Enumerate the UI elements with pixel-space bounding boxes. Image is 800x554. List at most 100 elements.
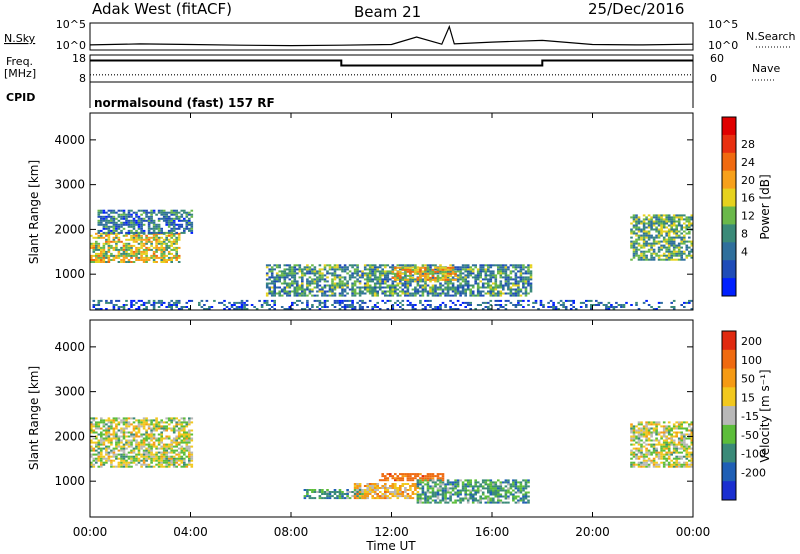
power-echo-cell: [562, 301, 565, 304]
power-echo-cell: [160, 242, 163, 245]
power-echo-cell: [384, 264, 387, 267]
velocity-echo-cell: [459, 479, 462, 482]
power-echo-cell: [338, 276, 342, 279]
velocity-echo-cell: [677, 447, 681, 450]
power-echo-cell: [167, 231, 171, 234]
velocity-echo-cell: [394, 473, 397, 476]
velocity-echo-cell: [112, 419, 116, 422]
power-echo-cell: [552, 308, 555, 310]
velocity-echo-cell: [137, 427, 141, 430]
power-echo-cell: [446, 294, 450, 297]
power-echo-cell: [145, 240, 148, 243]
power-echo-cell: [409, 264, 412, 267]
power-echo-cell: [331, 292, 334, 295]
power-echo-cell: [391, 292, 395, 295]
power-echo-cell: [172, 238, 176, 241]
power-echo-cell: [147, 215, 151, 218]
cpid-label: CPID: [6, 91, 35, 104]
power-echo-cell: [399, 282, 402, 285]
power-echo-cell: [167, 244, 171, 247]
velocity-echo-cell: [170, 459, 173, 462]
power-echo-cell: [572, 299, 575, 302]
power-echo-cell: [647, 214, 651, 217]
velocity-echo-cell: [331, 491, 334, 493]
power-echo-cell: [92, 236, 96, 239]
velocity-echo-cell: [107, 431, 111, 434]
power-echo-cell: [522, 268, 525, 271]
power-echo-cell: [273, 301, 276, 304]
power-echo-cell: [333, 294, 337, 297]
velocity-echo-cell: [517, 485, 520, 488]
velocity-echo-cell: [90, 427, 93, 430]
power-echo-cell: [120, 259, 123, 261]
velocity-echo-cell: [112, 453, 116, 456]
velocity-echo-cell: [497, 491, 500, 494]
velocity-echo-cell: [497, 485, 500, 488]
velocity-echo-cell: [175, 421, 178, 424]
velocity-echo-cell: [105, 451, 108, 454]
velocity-echo-cell: [140, 453, 143, 456]
velocity-echo-cell: [102, 439, 106, 442]
velocity-echo-cell: [454, 491, 457, 494]
velocity-echo-cell: [502, 489, 505, 492]
power-echo-cell: [167, 234, 171, 237]
colorbar-swatch: [722, 134, 736, 154]
power-echo-cell: [406, 304, 410, 306]
velocity-echo-cell: [132, 459, 136, 462]
power-echo-cell: [637, 258, 641, 261]
power-echo-cell: [115, 304, 118, 306]
power-echo-cell: [409, 292, 412, 295]
power-echo-cell: [652, 222, 656, 225]
power-echo-cell: [321, 288, 324, 291]
power-echo-cell: [162, 259, 166, 261]
colorbar-swatch: [722, 260, 736, 279]
power-echo-cell: [451, 266, 455, 269]
velocity-echo-cell: [680, 439, 683, 442]
velocity-echo-cell: [147, 453, 151, 456]
power-echo-cell: [416, 266, 420, 269]
velocity-echo-cell: [147, 419, 151, 422]
velocity-echo-cell: [512, 479, 515, 482]
velocity-echo-cell: [155, 427, 158, 430]
velocity-echo-cell: [662, 461, 666, 464]
velocity-echo-cell: [662, 435, 666, 438]
velocity-echo-cell: [130, 423, 133, 426]
power-echo-cell: [685, 256, 689, 259]
power-echo-cell: [346, 299, 349, 302]
velocity-echo-cell: [647, 433, 651, 436]
power-echo-cell: [376, 278, 379, 281]
power-echo-cell: [436, 306, 440, 308]
power-echo-cell: [642, 214, 646, 217]
beam-title: Beam 21: [354, 3, 421, 21]
power-echo-cell: [640, 222, 643, 225]
power-echo-cell: [316, 290, 319, 293]
freq-tick-top: 18: [72, 52, 86, 65]
power-echo-cell: [421, 274, 425, 277]
power-echo-cell: [303, 274, 307, 277]
power-echo-cell: [190, 227, 194, 230]
power-echo-cell: [512, 278, 515, 281]
velocity-echo-cell: [647, 449, 651, 452]
power-echo-cell: [185, 219, 189, 222]
velocity-echo-cell: [456, 493, 460, 496]
velocity-echo-cell: [396, 475, 400, 478]
velocity-echo-cell: [110, 455, 113, 458]
power-echo-cell: [162, 217, 166, 220]
power-echo-cell: [529, 288, 533, 291]
power-echo-cell: [358, 308, 362, 310]
velocity-echo-cell: [637, 439, 641, 442]
velocity-echo-cell: [509, 491, 513, 494]
power-echo-cell: [316, 284, 319, 287]
velocity-echo-cell: [177, 421, 181, 424]
velocity-echo-cell: [642, 459, 646, 462]
velocity-echo-cell: [157, 427, 161, 430]
velocity-echo-cell: [464, 483, 467, 486]
power-echo-cell: [132, 219, 136, 222]
power-echo-cell: [346, 268, 349, 271]
velocity-echo-cell: [155, 453, 158, 456]
colorbar-tick-label: 4: [741, 245, 748, 258]
power-echo-cell: [381, 290, 384, 293]
colorbar-swatch: [722, 278, 736, 297]
power-echo-cell: [685, 228, 689, 231]
velocity-echo-cell: [346, 489, 349, 491]
